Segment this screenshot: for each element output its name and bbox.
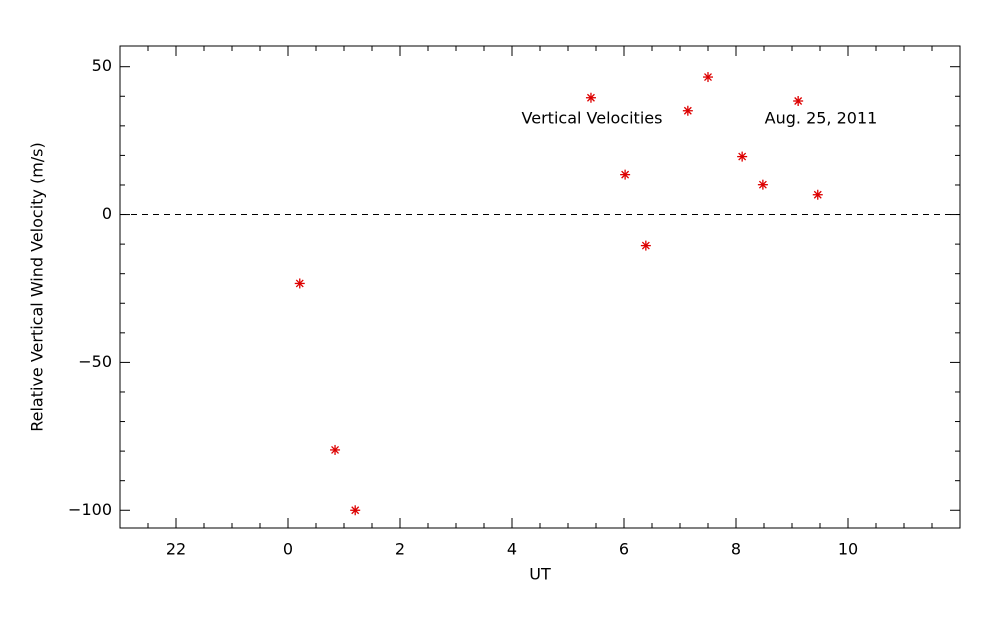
marker	[793, 96, 804, 107]
marker-stroke	[295, 279, 304, 288]
x-tick-label: 6	[619, 540, 629, 559]
x-tick-label: 8	[731, 540, 741, 559]
marker	[294, 278, 305, 289]
y-tick-label: −50	[78, 352, 112, 371]
marker-stroke	[587, 93, 595, 102]
x-tick-label: 10	[838, 540, 858, 559]
marker-stroke	[683, 106, 692, 115]
marker	[640, 240, 651, 251]
marker-stroke	[641, 241, 650, 250]
x-tick-label: 4	[507, 540, 517, 559]
marker	[703, 72, 713, 83]
marker-stroke	[621, 170, 630, 179]
y-tick-label: −100	[68, 500, 112, 519]
marker-stroke	[758, 180, 767, 189]
marker-stroke	[704, 73, 712, 82]
y-axis-label: Relative Vertical Wind Velocity (m/s)	[28, 142, 47, 432]
marker	[812, 189, 823, 200]
marker	[682, 105, 693, 116]
marker	[350, 505, 361, 516]
annotation: Vertical Velocities	[522, 109, 663, 128]
marker	[620, 169, 631, 180]
y-tick-label: 50	[92, 56, 112, 75]
marker	[757, 179, 768, 190]
x-tick-label: 2	[395, 540, 405, 559]
marker	[585, 92, 596, 103]
marker	[737, 151, 748, 162]
x-axis-label: UT	[529, 565, 551, 584]
x-tick-label: 22	[166, 540, 186, 559]
marker-stroke	[351, 506, 360, 515]
marker-stroke	[738, 152, 747, 161]
y-tick-label: 0	[102, 204, 112, 223]
marker-stroke	[331, 445, 339, 454]
marker-stroke	[794, 97, 803, 105]
marker-stroke	[813, 190, 822, 199]
x-tick-label: 0	[283, 540, 293, 559]
marker	[330, 444, 341, 455]
annotation: Aug. 25, 2011	[765, 109, 878, 128]
